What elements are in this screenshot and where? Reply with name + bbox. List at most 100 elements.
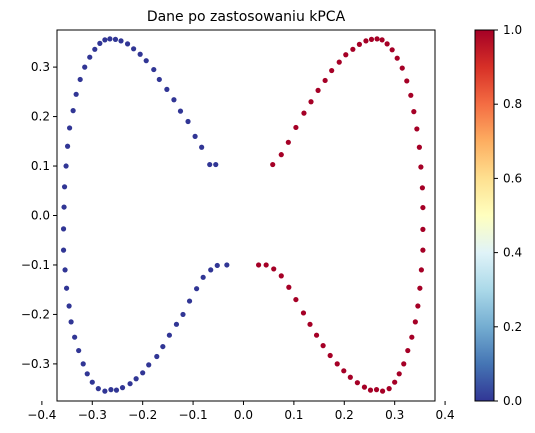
scatter-point — [119, 385, 126, 391]
scatter-point — [420, 226, 426, 232]
scatter-point — [61, 204, 67, 210]
colorbar: 0.0 0.2 0.4 0.6 0.8 1.0 — [474, 23, 522, 408]
y-tick-label: 0.3 — [31, 60, 50, 74]
x-tick-label: 0.2 — [335, 408, 354, 422]
scatter-point — [368, 36, 375, 43]
scatter-point — [308, 99, 314, 105]
scatter-point — [92, 46, 98, 52]
scatter-point — [399, 65, 405, 71]
scatter-point — [404, 78, 410, 84]
scatter-point — [77, 76, 83, 83]
scatter-point — [313, 332, 320, 338]
colorbar-tick-label: 0.0 — [503, 394, 522, 408]
scatter-point — [363, 38, 369, 44]
scatter-point — [411, 109, 417, 115]
colorbar-tick-label: 0.4 — [503, 246, 522, 260]
scatter-point — [62, 267, 68, 273]
scatter-point — [177, 108, 184, 114]
scatter-point — [113, 387, 120, 393]
scatter-point — [315, 87, 321, 93]
scatter-point — [386, 386, 392, 392]
scatter-point — [389, 47, 395, 53]
axes-frame — [56, 29, 436, 402]
scatter-point — [185, 118, 191, 125]
scatter-point — [263, 262, 269, 268]
x-tick-label: −0.4 — [27, 408, 56, 422]
scatter-point — [213, 161, 219, 168]
scatter-point — [300, 310, 307, 316]
scatter-point — [192, 133, 198, 139]
scatter-point — [151, 66, 157, 73]
scatter-point — [156, 76, 162, 83]
scatter-point — [60, 226, 67, 232]
scatter-point — [72, 334, 78, 340]
scatter-point — [379, 37, 385, 43]
scatter-point — [418, 164, 424, 170]
x-tick-label: 0.0 — [234, 408, 253, 422]
y-tick-label: 0.2 — [31, 110, 50, 124]
scatter-point — [417, 285, 423, 291]
scatter-point — [384, 41, 390, 47]
scatter-point — [82, 64, 88, 70]
scatter-point — [401, 361, 407, 367]
y-tick-label: 0.1 — [31, 159, 50, 173]
scatter-point — [293, 296, 299, 303]
scatter-point — [356, 41, 362, 47]
scatter-point — [285, 139, 291, 145]
scatter-point — [102, 388, 108, 394]
scatter-point — [392, 379, 398, 385]
scatter-point — [87, 54, 93, 60]
scatter-point — [173, 321, 180, 327]
scatter-point — [102, 37, 108, 43]
scatter-point — [256, 262, 262, 268]
scatter-point — [405, 347, 411, 354]
scatter-point — [420, 247, 426, 253]
scatter-point — [60, 247, 67, 253]
scatter-point — [415, 303, 421, 309]
scatter-point — [208, 267, 214, 273]
scatter-point — [154, 353, 160, 360]
scatter-point — [180, 311, 186, 318]
scatter-point — [418, 267, 424, 273]
scatter-point — [84, 371, 90, 377]
scatter-point — [171, 97, 177, 103]
x-tick-label: −0.2 — [128, 408, 157, 422]
y-axis: −0.3 −0.2 −0.1 0.0 0.1 0.2 0.3 — [21, 60, 57, 371]
scatter-point — [293, 124, 299, 131]
colorbar-gradient — [474, 29, 495, 402]
scatter-point — [164, 86, 170, 92]
scatter-point — [200, 274, 206, 280]
y-tick-label: −0.1 — [21, 258, 50, 272]
scatter-point — [419, 185, 425, 191]
scatter-point — [416, 144, 422, 150]
scatter-point — [336, 59, 342, 65]
scatter-point — [354, 380, 360, 386]
x-tick-label: −0.3 — [78, 408, 107, 422]
x-tick-label: 0.4 — [436, 408, 455, 422]
scatter-point — [80, 361, 86, 367]
colorbar-tick-label: 1.0 — [503, 23, 522, 37]
scatter-point — [327, 352, 333, 359]
scatter-point — [343, 52, 349, 58]
colorbar-axis: 0.0 0.2 0.4 0.6 0.8 1.0 — [494, 23, 522, 408]
scatter-point — [97, 40, 103, 46]
scatter-point — [350, 46, 356, 52]
x-tick-label: 0.3 — [385, 408, 404, 422]
scatter-point — [89, 379, 95, 385]
x-axis: −0.4 −0.3 −0.2 −0.1 0.0 0.1 0.2 0.3 0.4 — [27, 401, 455, 422]
scatter-point — [301, 110, 307, 116]
scatter-point — [271, 266, 277, 272]
x-tick-label: −0.1 — [179, 408, 208, 422]
scatter-point — [373, 387, 380, 393]
scatter-point — [131, 46, 137, 52]
scatter-point — [64, 143, 71, 149]
scatter-point — [414, 126, 420, 132]
scatter-point — [207, 161, 213, 168]
scatter-point — [166, 332, 172, 338]
scatter-point — [329, 67, 335, 74]
scatter-point — [186, 298, 193, 304]
scatter-point — [367, 387, 374, 393]
scatter-point — [108, 387, 114, 393]
scatter-point — [63, 285, 70, 291]
